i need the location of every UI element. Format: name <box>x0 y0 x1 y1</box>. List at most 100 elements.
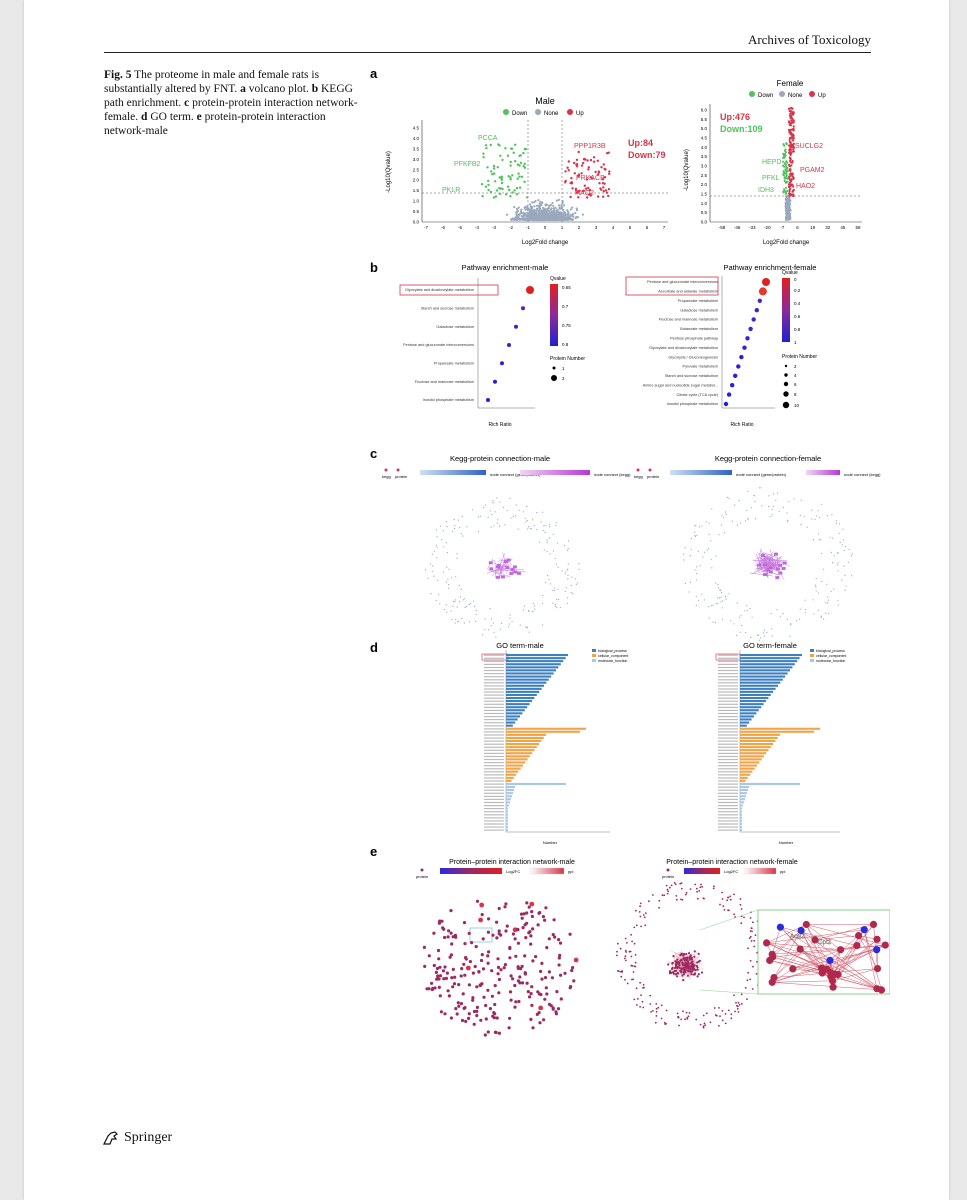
kegg-edge <box>751 567 764 575</box>
ppi-node <box>740 993 743 996</box>
kegg-node <box>552 550 554 552</box>
kegg-node <box>721 607 723 609</box>
volcano-point <box>515 207 519 211</box>
ppi-node <box>740 922 743 925</box>
y-tick-label: 0.0 <box>413 220 420 225</box>
kegg-node <box>760 487 762 489</box>
go-term-label <box>718 771 738 773</box>
kegg-edge <box>506 564 509 566</box>
zoom-edge <box>876 939 878 969</box>
ppi-node <box>719 903 721 906</box>
kegg-node <box>710 605 713 607</box>
go-bar <box>740 706 762 709</box>
kegg-node <box>696 573 698 575</box>
y-tick-label: 1.5 <box>413 188 420 193</box>
kegg-node <box>439 525 441 527</box>
ppi-node <box>486 988 490 992</box>
ppi-cluster-node <box>673 969 676 973</box>
kegg-node <box>557 566 559 568</box>
kegg-node <box>772 505 774 507</box>
gene-pfkfb2: PFKFB2 <box>454 161 481 168</box>
female-y-ticks: 0.00.51.01.52.02.53.03.54.04.55.05.56.0 <box>701 108 708 225</box>
zoom-edge <box>772 967 822 983</box>
kegg-node <box>441 539 443 541</box>
volcano-point <box>786 199 789 202</box>
kegg-node <box>831 514 833 516</box>
volcano-male: Male Down None Up 0.00.51.01.52.02.53.03… <box>386 96 668 246</box>
kegg-node <box>543 529 545 532</box>
ppi-node <box>696 897 699 900</box>
go-female-title: GO term-female <box>743 641 797 650</box>
volcano-point-down <box>500 178 503 181</box>
kegg-pathway-node <box>489 567 494 571</box>
go-bar <box>506 733 546 736</box>
ppi-cluster-node <box>698 959 701 962</box>
volcano-point-up <box>789 158 792 161</box>
female-ylabel: -Log10(Qvalue) <box>684 149 690 191</box>
kegg-node <box>750 636 752 639</box>
ppi-node <box>616 970 619 972</box>
go-bar <box>740 807 742 810</box>
volcano-point-up <box>569 195 572 199</box>
go-bar <box>740 789 748 792</box>
ppi-node <box>744 986 747 989</box>
volcano-point-down <box>498 192 502 195</box>
volcano-point <box>517 206 520 209</box>
go-term-label <box>718 777 738 779</box>
kegg-node <box>706 549 708 551</box>
zoom-edge <box>829 960 882 991</box>
volcano-point-up <box>564 179 567 183</box>
ppi-cluster-node <box>696 968 699 971</box>
go-term-label <box>718 762 738 764</box>
kegg-node <box>435 529 438 531</box>
legend-none: None <box>544 111 559 117</box>
ppi-male: Protein–protein interaction network-male… <box>416 859 579 1037</box>
ppi-node <box>438 974 443 978</box>
gene-hepd: HEPD <box>762 159 781 166</box>
volcano-point-up <box>607 188 611 191</box>
ppi-node <box>492 1016 496 1020</box>
go-term-label <box>718 792 738 794</box>
pf-n0: 2 <box>794 364 797 369</box>
volcano-point-down <box>782 152 785 155</box>
ppi-node <box>749 917 752 919</box>
ppi-node <box>751 930 753 933</box>
go-bar <box>740 746 771 749</box>
go-term-label <box>718 820 738 822</box>
go-bar <box>506 773 517 776</box>
volcano-point <box>557 215 560 218</box>
kegg-node <box>443 608 445 611</box>
kegg-node <box>695 525 697 527</box>
ppi-node <box>529 901 535 907</box>
volcano-point-down <box>498 176 501 179</box>
y-tick-label: 2.0 <box>701 182 708 187</box>
kegg-node <box>837 570 839 572</box>
ppi-node <box>736 1007 739 1010</box>
volcano-point <box>520 211 523 214</box>
go-female-bp-swatch <box>810 649 814 652</box>
ppi-node <box>509 974 513 978</box>
go-bar <box>506 801 510 804</box>
kegg-node <box>821 552 823 554</box>
volcano-point-up <box>788 188 791 191</box>
go-bar <box>506 739 542 742</box>
ppi-node <box>730 1013 733 1016</box>
ppi-node <box>547 970 551 974</box>
go-bar <box>740 758 762 761</box>
go-female-cc-swatch <box>810 654 814 657</box>
kegg-node <box>827 602 829 604</box>
volcano-point <box>564 213 567 216</box>
kegg-node <box>703 551 706 553</box>
ppi-node <box>680 882 683 884</box>
go-bar <box>506 767 521 770</box>
kegg-node <box>771 635 773 637</box>
kegg-node <box>712 621 714 623</box>
kegg-node <box>446 552 448 554</box>
ppi-cluster-node <box>685 963 688 966</box>
x-tick-label: 6 <box>646 225 649 230</box>
kegg-pathway-node <box>496 565 500 569</box>
zoom-edge <box>830 949 841 973</box>
ppi-node <box>475 1005 479 1010</box>
ppi-node <box>516 927 520 932</box>
volcano-point-up <box>792 185 795 188</box>
